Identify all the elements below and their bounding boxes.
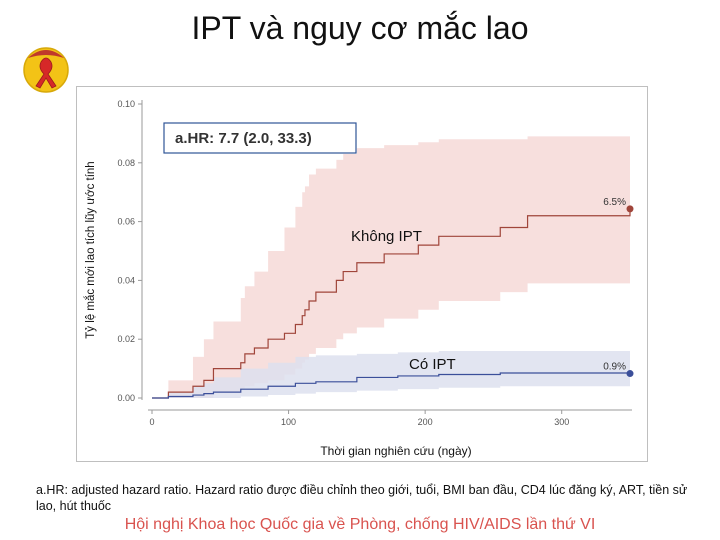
x-tick-label: 200 [418, 417, 433, 427]
hr-annotation: a.HR: 7.7 (2.0, 33.3) [175, 130, 312, 147]
line-no-ipt [152, 206, 631, 399]
endpoint-no-ipt [626, 205, 634, 213]
ci-band-no-ipt [152, 136, 630, 398]
x-axis-label: Thời gian nghiên cứu (ngày) [320, 444, 471, 458]
end-label-ipt: 0.9% [603, 362, 626, 373]
hr-box [163, 122, 357, 154]
end-label-no-ipt: 6.5% [603, 197, 626, 208]
x-tick-label: 100 [281, 417, 296, 427]
y-tick-label: 0.06 [117, 217, 135, 227]
slide-title: IPT và nguy cơ mắc lao [191, 10, 529, 46]
series-label-no-ipt: Không IPT [351, 228, 422, 245]
line-ipt [152, 371, 631, 399]
survival-chart: 0 100 200 300 0.00 0.02 0.04 0.06 0.08 0.10 Thời g… [117, 99, 634, 458]
y-tick-label: 0.02 [117, 334, 135, 344]
footnote: a.HR: adjusted hazard ratio. Hazard rati… [36, 483, 688, 513]
y-tick-label: 0.10 [117, 99, 135, 109]
x-tick-label: 0 [149, 417, 154, 427]
x-tick-label: 300 [554, 417, 569, 427]
y-tick-label: 0.08 [117, 158, 135, 168]
y-tick-label: 0.04 [117, 275, 135, 285]
endpoint-ipt [626, 370, 634, 378]
series-label-ipt: Có IPT [409, 356, 456, 373]
conference-name: Hội nghị Khoa học Quốc gia về Phòng, chố… [124, 516, 596, 533]
red-ribbon-logo [23, 47, 69, 93]
y-tick-label: 0.00 [117, 393, 135, 403]
